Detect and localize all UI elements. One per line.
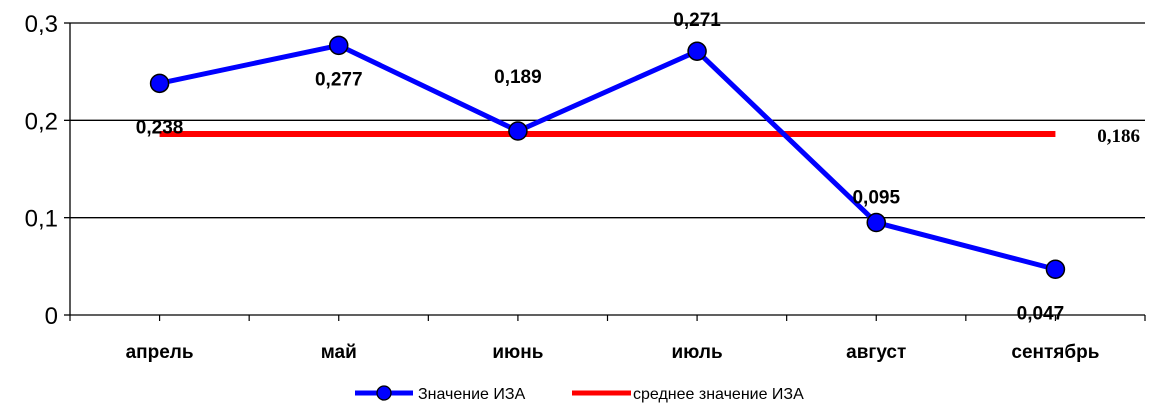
data-point bbox=[329, 35, 349, 56]
data-label: 0,047 bbox=[1017, 303, 1065, 324]
x-tick-label: сентябрь bbox=[1011, 342, 1099, 363]
legend-marker bbox=[376, 385, 392, 401]
y-axis-ticks: 0 0,1 0,2 0,3 bbox=[25, 11, 70, 330]
data-label: 0,271 bbox=[673, 10, 721, 31]
data-label: 0,238 bbox=[136, 117, 184, 138]
data-point bbox=[687, 41, 707, 61]
data-label: 0,189 bbox=[494, 67, 542, 88]
series-group bbox=[149, 35, 1066, 280]
series-line-izа bbox=[159, 42, 1057, 272]
data-point bbox=[1045, 259, 1066, 280]
y-tick-label: 0,2 bbox=[25, 108, 58, 135]
legend-label: среднее значение ИЗА bbox=[633, 386, 804, 403]
data-point bbox=[149, 73, 170, 94]
data-labels: 0,238 0,277 0,189 0,271 0,095 0,047 0,186 bbox=[136, 10, 1140, 324]
grid-lines bbox=[70, 22, 1145, 219]
x-tick-label: май bbox=[321, 342, 357, 363]
legend: Значение ИЗА среднее значение ИЗА bbox=[355, 385, 804, 403]
data-label: 0,277 bbox=[315, 69, 363, 90]
x-axis-ticks: апрель май июнь июль август сентябрь bbox=[69, 315, 1146, 363]
data-label: 0,095 bbox=[852, 188, 900, 209]
x-tick-label: апрель bbox=[126, 342, 194, 363]
x-tick-label: июнь bbox=[492, 342, 543, 363]
x-tick-label: август bbox=[846, 342, 906, 363]
legend-label: Значение ИЗА bbox=[418, 386, 526, 403]
average-label: 0,186 bbox=[1097, 126, 1140, 147]
data-point bbox=[508, 121, 528, 141]
y-tick-label: 0 bbox=[45, 303, 58, 330]
data-point bbox=[866, 212, 886, 233]
y-tick-label: 0,3 bbox=[25, 11, 58, 38]
x-tick-label: июль bbox=[671, 342, 722, 363]
y-tick-label: 0,1 bbox=[25, 206, 58, 233]
